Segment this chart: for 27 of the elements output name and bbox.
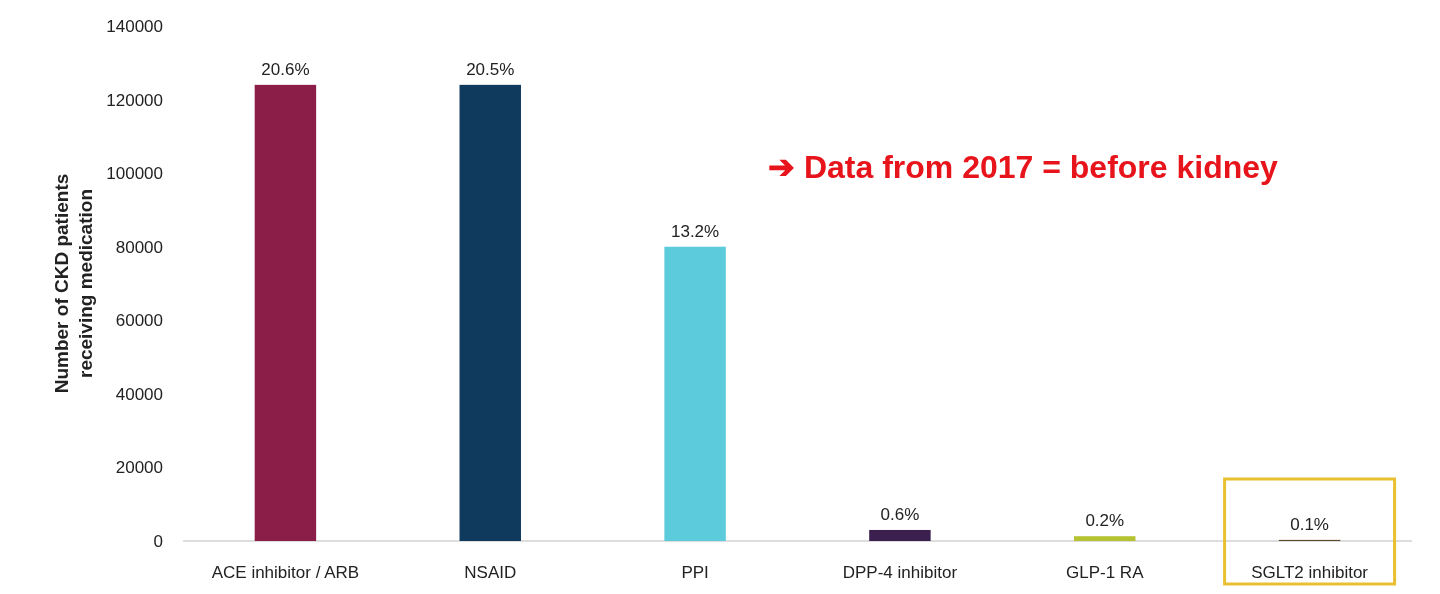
y-tick-label: 80000 (115, 237, 163, 257)
annotation: 0.2% (1085, 511, 1125, 531)
y-axis-title: Number of CKD patients receiving medication (51, 173, 96, 394)
y-tick-label: 120000 (106, 90, 163, 110)
bar (459, 84, 521, 541)
annotation: ➔ Data from 2017 = before kidney (768, 149, 1279, 185)
y-tick-label: 60000 (115, 311, 163, 331)
annotation: 20.5% (466, 59, 515, 79)
annotation: 13.2% (670, 221, 720, 241)
x-tick-label: ACE inhibitor / ARB (211, 563, 360, 582)
x-tick-label: DPP-4 inhibitor (842, 563, 958, 582)
annotation: 0.6% (880, 504, 920, 524)
x-tick-label: GLP-1 RA (1066, 563, 1145, 582)
y-tick-label: 0 (153, 531, 163, 551)
x-tick-label: SGLT2 inhibitor (1251, 563, 1369, 582)
x-tick-label: NSAID (464, 563, 517, 582)
annotation: 0.1% (1290, 514, 1329, 534)
annotation: 20.6% (261, 59, 310, 79)
bar (1074, 536, 1136, 541)
bar (869, 529, 931, 541)
y-tick-label: 40000 (115, 384, 163, 404)
y-tick-label: 140000 (106, 16, 163, 36)
y-tick-label: 20000 (115, 458, 163, 478)
y-tick-label: 100000 (106, 164, 163, 184)
bar (664, 246, 726, 541)
x-tick-label: PPI (681, 563, 709, 582)
bar (254, 84, 317, 541)
